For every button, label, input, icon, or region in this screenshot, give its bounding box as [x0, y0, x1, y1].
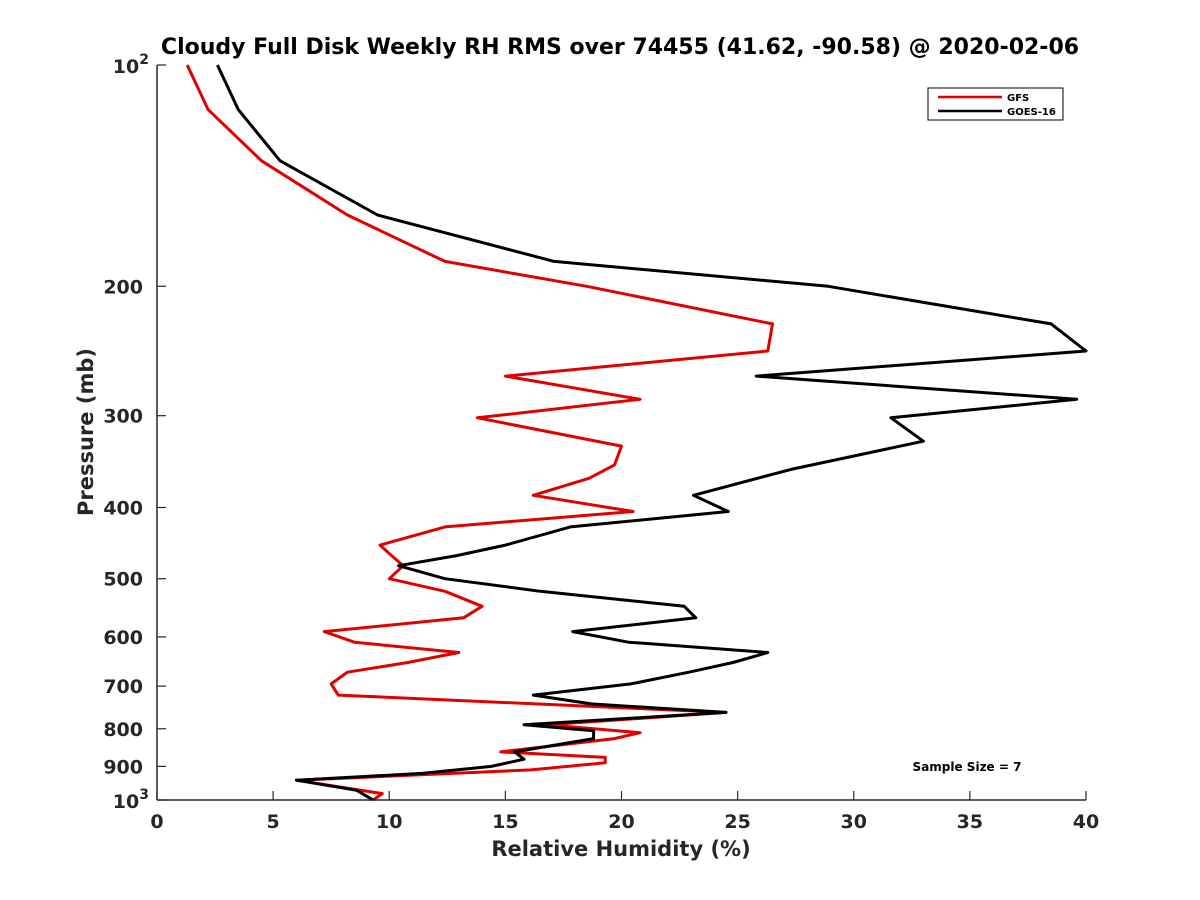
x-tick-label: 0	[150, 811, 163, 833]
x-axis-label: Relative Humidity (%)	[491, 837, 750, 861]
y-tick-label: 200	[103, 276, 143, 298]
y-tick-label: 800	[103, 719, 143, 741]
y-tick-label: 102	[113, 52, 149, 78]
plot-series	[185, 64, 1088, 802]
series-line-goes16	[216, 64, 1088, 802]
y-tick-label: 900	[103, 756, 143, 778]
x-tick-label: 30	[841, 811, 867, 833]
y-tick-label: 700	[103, 676, 143, 698]
x-axis-ticks: 0 5 10 15 20 25 30 35 40	[150, 791, 1099, 833]
y-tick-label: 600	[103, 627, 143, 649]
series-line-gfs	[185, 64, 774, 802]
x-tick-label: 20	[608, 811, 634, 833]
y-tick-label: 500	[103, 569, 143, 591]
x-tick-label: 40	[1073, 811, 1099, 833]
x-tick-label: 5	[267, 811, 280, 833]
x-tick-label: 10	[376, 811, 402, 833]
legend-label-gfs: GFS	[1007, 93, 1029, 104]
y-axis-label: Pressure (mb)	[74, 348, 98, 516]
plot-area	[157, 65, 1086, 800]
y-axis-ticks: 102 200 300 400 500 600 700 800 900 103	[103, 52, 166, 813]
legend-box	[927, 87, 1064, 121]
y-tick-label: 300	[103, 406, 143, 428]
x-tick-label: 35	[957, 811, 983, 833]
sample-size-annotation: Sample Size = 7	[913, 760, 1022, 774]
legend-label-goes16: GOES-16	[1007, 107, 1056, 118]
y-tick-label: 103	[113, 787, 149, 813]
y-tick-label: 400	[103, 498, 143, 520]
chart-title: Cloudy Full Disk Weekly RH RMS over 7445…	[161, 35, 1079, 60]
x-tick-label: 15	[492, 811, 518, 833]
x-tick-label: 25	[724, 811, 750, 833]
legend: GFS GOES-16	[927, 87, 1064, 121]
